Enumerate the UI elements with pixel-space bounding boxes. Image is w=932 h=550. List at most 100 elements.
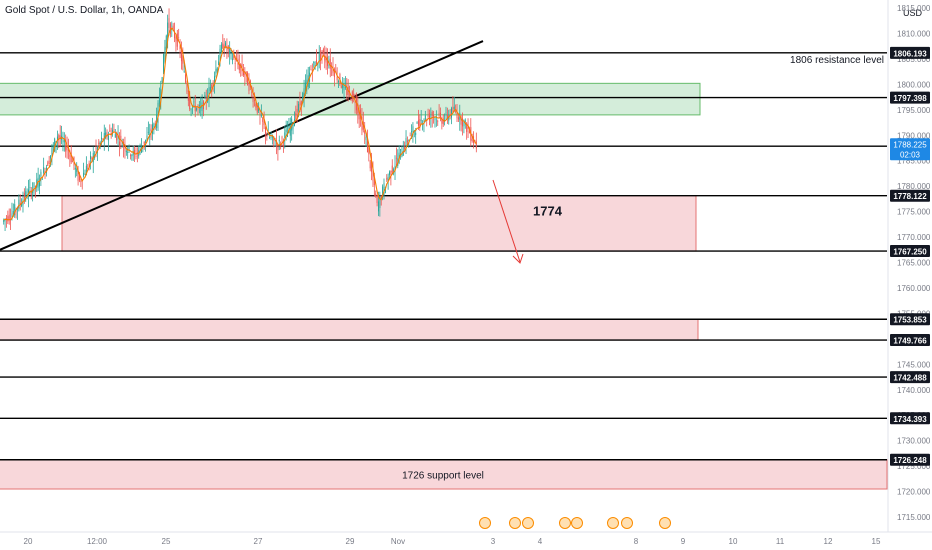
candle-body <box>209 87 211 92</box>
candle-body <box>416 122 418 124</box>
event-flag-icon <box>479 517 491 529</box>
candle-body <box>379 195 381 209</box>
x-tick-label: 15 <box>872 537 881 546</box>
trendline <box>0 40 484 251</box>
candle-body <box>415 132 417 135</box>
candle-body <box>143 141 145 145</box>
price-tag-box <box>890 412 930 425</box>
candle-body <box>113 129 115 131</box>
candle-body <box>157 102 159 123</box>
y-tick-label: 1815.000 <box>897 4 931 13</box>
price-tag-box <box>890 334 930 347</box>
currency-label[interactable]: USD <box>903 8 923 18</box>
price-tag-box <box>890 371 930 384</box>
candle-body <box>376 196 378 203</box>
candle-body <box>420 119 422 121</box>
candle-body <box>70 152 72 163</box>
candle-body <box>218 61 220 66</box>
resistance-annotation: 1806 resistance level <box>790 55 884 66</box>
y-tick-label: 1770.000 <box>897 233 931 242</box>
x-tick-label: 3 <box>491 537 496 546</box>
candle-body <box>248 78 250 91</box>
candle-body <box>292 123 294 129</box>
candle-body <box>83 172 85 177</box>
candle-body <box>424 115 426 120</box>
candle-body <box>163 53 165 74</box>
candle-body <box>25 191 27 198</box>
zone-label-4: 1726 support level <box>402 470 484 481</box>
candle-body <box>408 140 410 141</box>
y-tick-label: 1785.000 <box>897 157 931 166</box>
candle-body <box>371 159 373 172</box>
event-flag-icon <box>621 517 633 529</box>
candle-body <box>107 135 109 141</box>
candle-body <box>220 44 222 53</box>
candle-body <box>284 132 286 139</box>
candle-body <box>390 171 392 176</box>
candle-body <box>116 132 118 141</box>
candle-body <box>39 182 40 187</box>
candle-body <box>344 87 346 88</box>
candle-body <box>245 71 247 74</box>
moving-average-line <box>3 27 477 221</box>
candle-body <box>278 139 280 142</box>
candle-body <box>41 178 43 180</box>
candle-body <box>225 42 227 47</box>
candle-body <box>310 69 312 70</box>
candle-body <box>18 199 20 209</box>
candle-body <box>274 145 276 147</box>
candle-body <box>219 48 221 62</box>
event-flag-icon <box>607 517 619 529</box>
candle-body <box>205 97 207 100</box>
candle-body <box>161 77 163 82</box>
candle-body <box>66 144 68 150</box>
candle-body <box>448 115 450 121</box>
price-tag-label: 1806.193 <box>893 49 927 58</box>
candle-body <box>302 92 304 104</box>
price-tag-box <box>890 46 930 59</box>
candle-body <box>120 135 122 139</box>
price-tag-label: 1726.248 <box>893 456 927 465</box>
candle-body <box>269 137 271 139</box>
candle-body <box>304 82 306 94</box>
candle-body <box>103 133 105 141</box>
candle-body <box>77 169 79 181</box>
candle-body <box>106 132 108 137</box>
candle-body <box>47 162 49 167</box>
candle-body <box>172 25 174 30</box>
candle-body <box>121 145 123 147</box>
candle-body <box>134 149 136 154</box>
candle-body <box>67 148 69 152</box>
candle-body <box>265 127 266 135</box>
candle-body <box>182 55 184 64</box>
candle-body <box>285 129 287 132</box>
candle-body <box>373 181 375 186</box>
candle-body <box>395 157 397 159</box>
candle-body <box>8 214 10 220</box>
candle-body <box>315 59 317 65</box>
candle-body <box>451 108 452 118</box>
candle-body <box>253 99 255 101</box>
candle-body <box>226 47 228 51</box>
candle-body <box>466 123 468 133</box>
candle-body <box>446 114 448 119</box>
candle-body <box>109 130 111 132</box>
candle-body <box>40 171 42 177</box>
candle-body <box>11 213 13 219</box>
candle-body <box>247 72 249 86</box>
candle-body <box>153 123 155 130</box>
candle-body <box>176 33 178 47</box>
x-tick-label: 9 <box>681 537 686 546</box>
candle-body <box>411 131 413 133</box>
candle-body <box>179 45 181 49</box>
candle-body <box>58 134 60 139</box>
candle-body <box>289 126 291 136</box>
candle-body <box>238 63 240 71</box>
x-tick-label: 29 <box>346 537 355 546</box>
candle-body <box>91 157 93 160</box>
candle-body <box>252 95 254 103</box>
candle-body <box>78 172 80 181</box>
candle-body <box>186 83 188 93</box>
candle-body <box>387 176 389 183</box>
